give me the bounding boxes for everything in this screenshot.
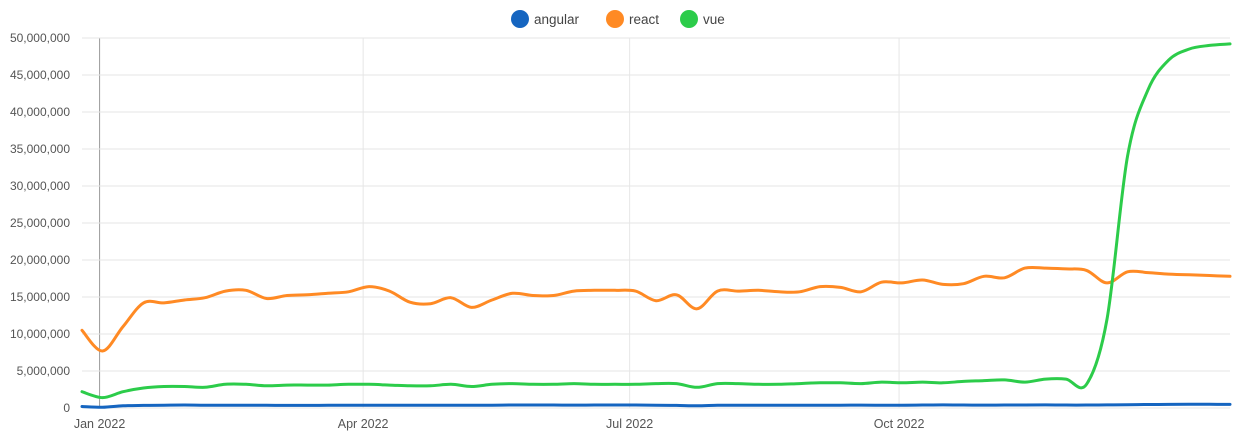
legend-label-react: react: [629, 12, 659, 27]
legend-marker-angular: [511, 10, 529, 28]
x-tick-label: Apr 2022: [338, 417, 389, 431]
y-tick-label: 15,000,000: [10, 290, 70, 304]
x-tick-label: Jan 2022: [74, 417, 125, 431]
y-tick-label: 30,000,000: [10, 179, 70, 193]
horizontal-gridlines: [82, 37, 1230, 409]
x-tick-label: Jul 2022: [606, 417, 653, 431]
y-tick-label: 0: [63, 401, 70, 415]
legend: angular react vue: [511, 10, 725, 28]
y-tick-label: 25,000,000: [10, 216, 70, 230]
y-tick-label: 40,000,000: [10, 105, 70, 119]
legend-label-angular: angular: [534, 12, 580, 27]
y-tick-label: 45,000,000: [10, 68, 70, 82]
series-line-react: [80, 265, 1232, 353]
y-tick-label: 10,000,000: [10, 327, 70, 341]
x-axis-ticks: Jan 2022 Apr 2022 Jul 2022 Oct 2022: [74, 417, 925, 431]
y-axis-ticks: 0 5,000,000 10,000,000 15,000,000 20,000,000…: [10, 31, 70, 415]
legend-label-vue: vue: [703, 12, 725, 27]
legend-marker-react: [606, 10, 624, 28]
y-tick-label: 5,000,000: [17, 364, 71, 378]
x-tick-label: Oct 2022: [874, 417, 925, 431]
series-line-angular: [80, 402, 1232, 409]
y-tick-label: 35,000,000: [10, 142, 70, 156]
y-tick-label: 20,000,000: [10, 253, 70, 267]
series-lines: [80, 42, 1232, 409]
legend-marker-vue: [680, 10, 698, 28]
y-tick-label: 50,000,000: [10, 31, 70, 45]
series-line-vue: [80, 42, 1232, 400]
